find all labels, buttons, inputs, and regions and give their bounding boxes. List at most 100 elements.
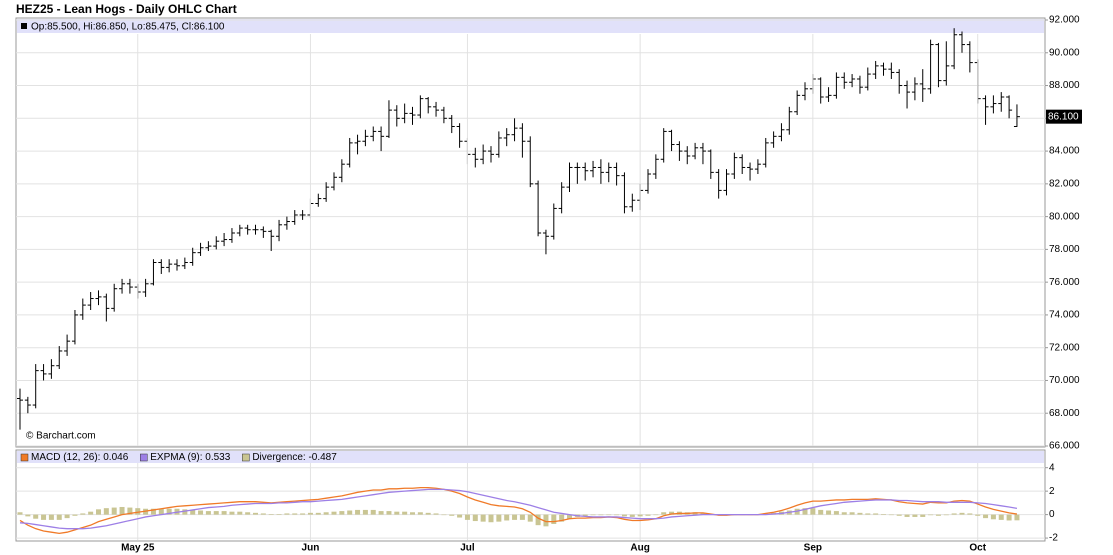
legend-swatch <box>140 453 148 462</box>
divergence-bar <box>166 508 172 515</box>
y-tick-label: 84.000 <box>1049 146 1080 157</box>
divergence-bar <box>292 513 298 515</box>
divergence-bar <box>621 514 627 517</box>
header-marker <box>21 23 27 29</box>
divergence-bar <box>245 512 251 515</box>
divergence-bar <box>598 514 604 516</box>
divergence-bar <box>920 514 926 517</box>
divergence-bar <box>417 512 423 515</box>
divergence-bar <box>425 512 431 515</box>
divergence-bar <box>48 514 54 520</box>
y-tick-label: 2 <box>1049 486 1055 497</box>
divergence-bar <box>551 514 557 524</box>
divergence-bar <box>370 509 376 515</box>
divergence-bar <box>661 512 667 515</box>
divergence-bar <box>378 511 384 515</box>
divergence-bar <box>457 514 463 518</box>
divergence-bar <box>896 514 902 516</box>
divergence-bar <box>323 512 329 515</box>
last-price-badge <box>1046 109 1082 124</box>
divergence-bar <box>567 514 572 519</box>
divergence-bar <box>150 508 156 515</box>
y-tick-label: 70.000 <box>1049 375 1080 386</box>
divergence-bar <box>629 514 635 517</box>
divergence-bar <box>826 510 832 515</box>
x-tick-label: Jul <box>460 543 475 554</box>
y-tick-label: 68.000 <box>1049 408 1080 419</box>
divergence-bar <box>535 514 541 526</box>
macd-line <box>19 488 1018 530</box>
divergence-bar <box>488 514 494 523</box>
divergence-bar <box>519 514 525 520</box>
divergence-bar <box>276 514 282 515</box>
divergence-bar <box>496 514 502 522</box>
divergence-bar <box>229 511 235 515</box>
divergence-bar <box>111 507 117 515</box>
divergence-bar <box>833 511 839 515</box>
x-tick-label: Aug <box>630 543 649 554</box>
divergence-bar <box>912 514 918 517</box>
divergence-bar <box>512 514 518 520</box>
divergence-bar <box>590 514 596 516</box>
divergence-bar <box>386 511 392 515</box>
divergence-bar <box>464 514 470 520</box>
price-panel <box>15 17 1046 448</box>
divergence-bar <box>582 514 588 517</box>
macd-line <box>19 486 1018 535</box>
divergence-bar <box>441 514 447 516</box>
divergence-bar <box>802 508 808 515</box>
divergence-bar <box>637 514 643 517</box>
divergence-bar <box>88 511 94 515</box>
divergence-bar <box>928 514 934 516</box>
divergence-bar <box>967 513 973 515</box>
divergence-bar <box>841 512 847 515</box>
divergence-bar <box>33 514 39 519</box>
y-tick-label: -2 <box>1049 533 1058 544</box>
divergence-bar <box>857 512 863 515</box>
price-header-band <box>17 19 1044 33</box>
divergence-bar <box>394 511 400 515</box>
divergence-bar <box>881 514 886 515</box>
divergence-bar <box>614 514 620 516</box>
divergence-bar <box>472 514 478 522</box>
watermark: © Barchart.com <box>26 431 96 442</box>
y-tick-label: 66.000 <box>1049 441 1080 452</box>
divergence-bar <box>80 513 86 515</box>
y-tick-label: 0 <box>1049 509 1055 520</box>
divergence-bar <box>315 512 321 515</box>
divergence-bar <box>182 509 188 515</box>
divergence-bar <box>260 513 266 515</box>
legend-label: MACD (12, 26): 0.046 <box>31 452 129 463</box>
divergence-bar <box>25 514 31 517</box>
divergence-bar <box>355 509 361 515</box>
divergence-bar <box>213 511 219 515</box>
y-tick-label: 88.000 <box>1049 80 1080 91</box>
y-tick-label: 4 <box>1049 462 1055 473</box>
divergence-bar <box>1014 514 1020 521</box>
macd-panel <box>15 449 1046 542</box>
divergence-bar <box>865 513 871 515</box>
x-tick-label: Sep <box>804 543 822 554</box>
divergence-bar <box>504 514 510 521</box>
divergence-bar <box>96 509 101 515</box>
divergence-bar <box>849 512 855 515</box>
price-header: Op:85.500, Hi:86.850, Lo:85.475, Cl:86.1… <box>31 22 225 33</box>
divergence-bar <box>402 511 408 515</box>
divergence-bar <box>300 513 306 515</box>
x-tick-label: Oct <box>969 543 986 554</box>
divergence-bar <box>237 511 243 515</box>
legend-label: Divergence: -0.487 <box>252 452 337 463</box>
x-tick-label: May 25 <box>121 543 155 554</box>
y-tick-label: 76.000 <box>1049 277 1080 288</box>
y-tick-label: 82.000 <box>1049 178 1080 189</box>
divergence-bar <box>119 506 125 515</box>
legend-swatch <box>20 453 29 462</box>
divergence-bar <box>362 509 368 515</box>
divergence-bar <box>307 512 313 515</box>
divergence-bar <box>818 509 824 515</box>
divergence-bar <box>17 512 23 515</box>
divergence-bar <box>527 514 533 522</box>
divergence-bar <box>221 511 227 515</box>
x-tick-label: Jun <box>302 543 320 554</box>
